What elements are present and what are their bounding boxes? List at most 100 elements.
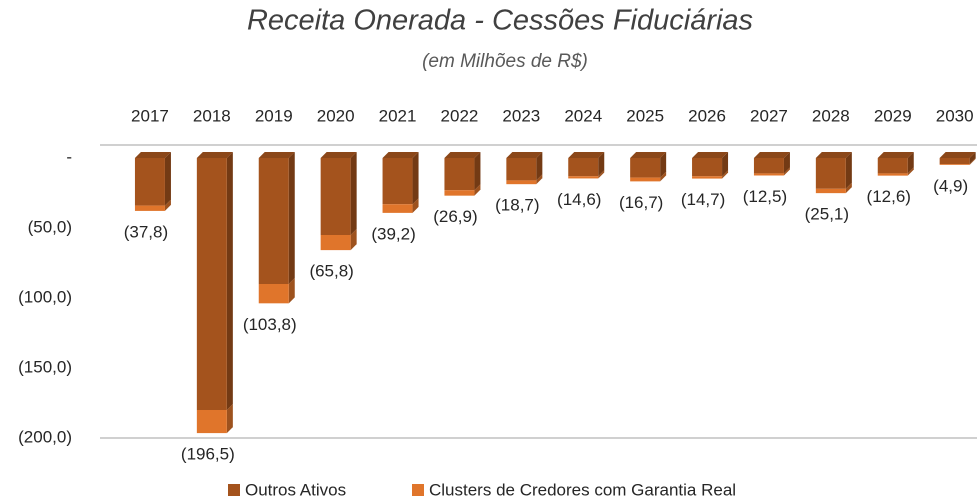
bar-face — [134, 205, 165, 211]
bar-face — [134, 152, 171, 158]
bar-face — [877, 158, 908, 174]
bar-face — [506, 180, 537, 185]
bar-face — [196, 410, 227, 434]
bar-face — [320, 235, 351, 251]
bar-face — [845, 182, 852, 194]
y-tick-label: (150,0) — [18, 357, 72, 376]
bar-face — [815, 152, 852, 158]
bar-face — [320, 158, 351, 235]
bar-face — [939, 158, 970, 165]
x-tick-label: 2021 — [379, 106, 417, 125]
bar-face — [969, 158, 976, 165]
bar-face — [350, 152, 357, 235]
bar-face — [382, 158, 413, 205]
bar-face — [722, 152, 729, 177]
bar — [753, 167, 790, 176]
bar — [877, 152, 914, 174]
data-label: (103,8) — [243, 315, 297, 334]
bar — [134, 152, 171, 206]
x-tick-label: 2025 — [626, 106, 664, 125]
data-label: (25,1) — [805, 205, 849, 224]
legend-swatch — [412, 484, 424, 496]
bar-face — [412, 198, 419, 213]
data-label: (12,6) — [867, 187, 911, 206]
legend-swatch — [228, 484, 240, 496]
bar-face — [506, 158, 537, 181]
bar-face — [877, 152, 914, 158]
bar-face — [536, 174, 543, 185]
bar-face — [382, 204, 413, 213]
bar — [753, 152, 790, 174]
legend-label: Clusters de Credores com Garantia Real — [429, 480, 736, 499]
bar-face — [258, 152, 295, 158]
bar-face — [753, 158, 784, 174]
x-tick-label: 2028 — [812, 106, 850, 125]
bar — [444, 184, 481, 196]
bar-face — [660, 152, 667, 178]
y-tick-label: - — [66, 147, 72, 166]
bar — [196, 404, 233, 434]
bar-face — [753, 152, 790, 158]
bar-face — [164, 199, 171, 211]
bar-face — [783, 152, 790, 174]
bar — [196, 152, 233, 410]
bar — [630, 152, 667, 178]
bar-face — [815, 158, 846, 189]
bar — [320, 152, 357, 235]
data-label: (65,8) — [309, 262, 353, 281]
data-label: (16,7) — [619, 193, 663, 212]
bar-face — [536, 152, 543, 181]
bar-face — [753, 173, 784, 176]
bar-face — [877, 173, 908, 176]
bar-face — [692, 176, 723, 179]
bar — [320, 229, 357, 251]
data-label: (26,9) — [433, 207, 477, 226]
bar-face — [598, 170, 605, 179]
bar — [444, 152, 481, 191]
bar — [568, 170, 605, 179]
data-label: (12,5) — [743, 187, 787, 206]
x-tick-label: 2030 — [936, 106, 974, 125]
data-label: (37,8) — [124, 222, 168, 241]
bar-face — [412, 152, 419, 205]
bar-face — [692, 158, 723, 177]
x-tick-label: 2026 — [688, 106, 726, 125]
bar-face — [382, 152, 419, 158]
bar-face — [630, 177, 661, 182]
bar-face — [258, 284, 289, 304]
bar-face — [939, 164, 970, 165]
bar-face — [939, 152, 976, 158]
bar-face — [350, 229, 357, 251]
bar-face — [815, 188, 846, 194]
bar-face — [598, 152, 605, 177]
bar — [692, 152, 729, 177]
chart-subtitle: (em Milhões de R$) — [422, 51, 588, 72]
bar-face — [474, 184, 481, 196]
x-tick-label: 2020 — [317, 106, 355, 125]
bar-face — [692, 152, 729, 158]
data-label: (14,6) — [557, 190, 601, 209]
x-tick-label: 2027 — [750, 106, 788, 125]
bar — [134, 199, 171, 211]
bar-face — [568, 158, 599, 177]
bar — [506, 152, 543, 181]
data-label: (18,7) — [495, 196, 539, 215]
bar-face — [568, 152, 605, 158]
data-label: (39,2) — [371, 224, 415, 243]
bar-face — [907, 167, 914, 176]
bar-face — [783, 167, 790, 176]
x-tick-label: 2029 — [874, 106, 912, 125]
bar-face — [320, 152, 357, 158]
bar-face — [196, 158, 227, 410]
bar-face — [164, 152, 171, 206]
bar-face — [630, 158, 661, 178]
bar — [258, 152, 295, 284]
bar-face — [226, 404, 233, 434]
bar-face — [969, 152, 976, 165]
bar — [877, 167, 914, 176]
bar — [692, 170, 729, 179]
bar-face — [722, 170, 729, 179]
data-label: (14,7) — [681, 190, 725, 209]
bar — [568, 152, 605, 177]
